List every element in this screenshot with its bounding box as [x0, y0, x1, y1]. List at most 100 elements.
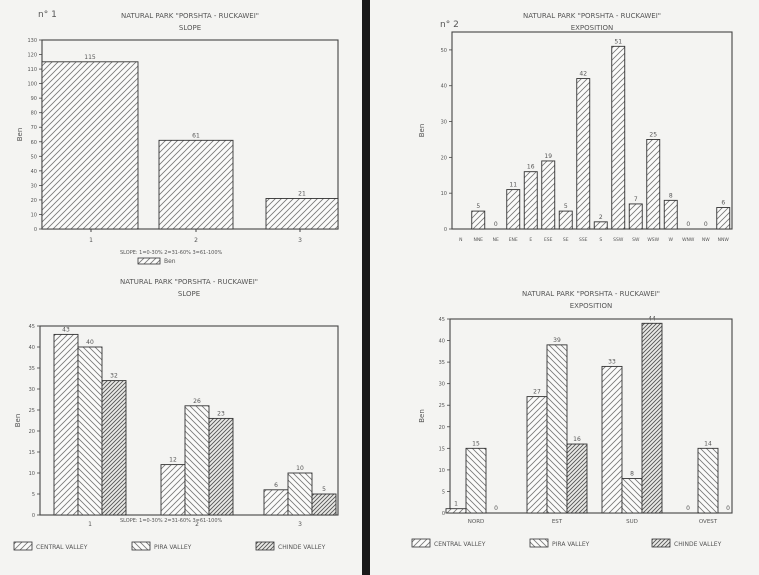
bar	[566, 443, 588, 514]
y-tick-label: 40	[441, 84, 447, 90]
data-label: 0	[726, 505, 730, 512]
data-label: 11	[509, 182, 517, 189]
plot-frame	[449, 318, 733, 514]
chart-title: NATURAL PARK "PORSHTA - RUCKAWEI"	[522, 290, 660, 298]
y-tick-label: 30	[441, 120, 447, 126]
bar	[621, 478, 643, 514]
data-label: 33	[608, 358, 616, 365]
bar	[471, 210, 486, 230]
chart-4: NATURAL PARK "PORSHTA - RUCKAWEI" EXPOSIT…	[411, 290, 733, 548]
x-tick-label: ESE	[544, 237, 553, 243]
data-label: 42	[579, 71, 587, 78]
bar	[77, 346, 103, 516]
x-tick-label: 2	[194, 237, 198, 244]
legend-label: CENTRAL VALLEY	[36, 544, 88, 551]
y-tick-label: 120	[27, 53, 37, 59]
x-tick-label: SW	[632, 237, 640, 243]
bar	[465, 447, 487, 514]
data-label: 51	[614, 38, 622, 45]
x-tick-label: ENE	[509, 237, 518, 243]
bar	[611, 45, 626, 230]
legend-label: CHINDE VALLEY	[674, 541, 722, 548]
chart-subtitle: SLOPE	[178, 290, 200, 298]
legend-swatch	[651, 538, 671, 548]
bar	[601, 365, 623, 514]
bar	[445, 508, 467, 514]
y-tick-label: 15	[439, 446, 445, 452]
bar	[628, 203, 643, 230]
bar	[265, 198, 339, 230]
data-label: 10	[296, 465, 304, 472]
chart-title: NATURAL PARK "PORSHTA - RUCKAWEI"	[121, 12, 259, 20]
x-tick-label: SUD	[626, 519, 638, 525]
bar	[576, 78, 591, 230]
data-label: 0	[494, 221, 498, 228]
x-tick-label: S	[599, 237, 602, 243]
y-tick-label: 5	[32, 492, 35, 498]
y-tick-label: 10	[441, 191, 447, 197]
plot-frame	[451, 31, 733, 230]
bar	[697, 447, 719, 514]
y-tick-label: 15	[29, 450, 35, 456]
x-tick-label: SSW	[613, 237, 624, 243]
data-label: 6	[721, 200, 725, 207]
bar	[208, 417, 234, 516]
y-tick-label: 20	[441, 155, 447, 161]
data-label: 16	[527, 164, 535, 171]
data-label: 32	[110, 373, 118, 380]
chart-subtitle: EXPOSITION	[571, 24, 614, 32]
bar	[506, 189, 521, 230]
data-label: 5	[322, 486, 326, 493]
y-axis-label: Ben	[418, 409, 426, 423]
y-tick-label: 20	[29, 429, 35, 435]
data-label: 5	[564, 203, 568, 210]
x-tick-label: E	[529, 237, 532, 243]
y-axis-label: Ben	[418, 124, 426, 138]
data-label: 0	[686, 505, 690, 512]
data-label: 16	[573, 436, 581, 443]
y-tick-label: 0	[442, 511, 445, 517]
data-label: 19	[544, 153, 552, 160]
data-label: 8	[630, 471, 634, 478]
legend-swatch	[131, 541, 151, 551]
x-tick-label: NNW	[718, 237, 730, 243]
bar	[526, 396, 548, 514]
y-tick-label: 25	[439, 403, 445, 409]
bar	[311, 493, 337, 516]
bar	[53, 333, 79, 516]
y-tick-label: 30	[31, 183, 37, 189]
chart-subtitle: EXPOSITION	[570, 302, 613, 310]
y-tick-label: 100	[27, 82, 37, 88]
y-tick-label: 0	[32, 513, 35, 519]
y-tick-label: 40	[31, 169, 37, 175]
x-tick-label: 1	[88, 521, 92, 528]
y-tick-label: 40	[439, 339, 445, 345]
legend-label: PIRA VALLEY	[552, 541, 590, 548]
x-tick-label: W	[669, 237, 674, 243]
panel-label: n° 1	[38, 10, 57, 20]
chart-1: NATURAL PARK "PORSHTA - RUCKAWEI" SLOPE n°…	[16, 10, 339, 265]
y-tick-label: 130	[27, 38, 37, 44]
y-axis-label: Ben	[16, 128, 24, 142]
chart-3: NATURAL PARK "PORSHTA - RUCKAWEI" SLOPE 0 5…	[13, 278, 339, 551]
data-label: 61	[192, 132, 200, 139]
bar	[646, 139, 661, 230]
bar	[263, 489, 289, 516]
x-tick-label: WNW	[682, 237, 695, 243]
data-label: 6	[274, 482, 278, 489]
data-label: 43	[62, 326, 70, 333]
data-label: 7	[634, 196, 638, 203]
bar	[546, 344, 568, 514]
bar	[41, 61, 139, 230]
x-tick-label: 2	[195, 521, 199, 528]
x-tick-label: 1	[89, 237, 93, 244]
chart-subtitle: SLOPE	[179, 24, 201, 32]
y-tick-label: 90	[31, 96, 37, 102]
y-tick-label: 0	[34, 227, 37, 233]
chart-title: NATURAL PARK "PORSHTA - RUCKAWEI"	[120, 278, 258, 286]
legend-label: CENTRAL VALLEY	[434, 541, 486, 548]
bar	[641, 322, 663, 514]
x-tick-label: NORD	[468, 519, 485, 525]
data-label: 1	[454, 501, 458, 508]
data-label: 12	[169, 457, 177, 464]
